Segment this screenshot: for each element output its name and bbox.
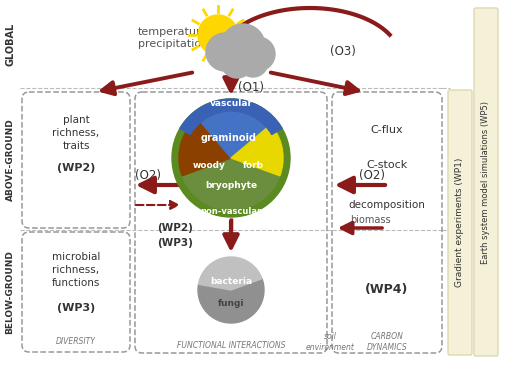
Text: graminoid: graminoid — [201, 133, 257, 143]
Text: non-vascular: non-vascular — [200, 207, 262, 216]
Text: C-stock: C-stock — [366, 160, 408, 170]
Circle shape — [206, 33, 244, 71]
Text: bacteria: bacteria — [210, 278, 252, 286]
Text: biomass: biomass — [350, 215, 390, 225]
Text: FUNCTIONAL INTERACTIONS: FUNCTIONAL INTERACTIONS — [177, 340, 285, 350]
Text: (WP3): (WP3) — [57, 303, 95, 313]
Text: (WP2): (WP2) — [57, 163, 95, 173]
Text: (WP2): (WP2) — [157, 223, 193, 233]
Text: decomposition: decomposition — [348, 200, 425, 210]
Text: microbial
richness,
functions: microbial richness, functions — [52, 252, 100, 288]
FancyBboxPatch shape — [474, 8, 498, 356]
Text: forb: forb — [243, 162, 263, 171]
Text: Gradient experiments (WP1): Gradient experiments (WP1) — [456, 158, 465, 286]
Polygon shape — [199, 257, 262, 290]
Circle shape — [238, 47, 268, 77]
Polygon shape — [198, 106, 271, 158]
Polygon shape — [198, 279, 264, 323]
Text: CARBON
DYNAMICS: CARBON DYNAMICS — [366, 332, 407, 352]
Text: BELOW-GROUND: BELOW-GROUND — [5, 250, 14, 334]
Text: Earth system model simulations (WP5): Earth system model simulations (WP5) — [482, 100, 491, 264]
Text: (O2): (O2) — [359, 168, 385, 182]
Text: C-flux: C-flux — [371, 125, 404, 135]
Text: fungi: fungi — [218, 300, 244, 309]
Text: (O1): (O1) — [238, 81, 264, 94]
Wedge shape — [180, 99, 282, 135]
Text: temperature
precipitation: temperature precipitation — [138, 27, 208, 49]
Circle shape — [221, 24, 265, 68]
Text: (O2): (O2) — [135, 168, 161, 182]
Text: soil
environment: soil environment — [305, 332, 354, 352]
Text: GLOBAL: GLOBAL — [5, 22, 15, 66]
FancyBboxPatch shape — [448, 90, 472, 355]
Circle shape — [198, 15, 238, 55]
Text: bryophyte: bryophyte — [205, 182, 257, 190]
Polygon shape — [231, 124, 283, 176]
Polygon shape — [182, 158, 280, 210]
Text: woody: woody — [193, 162, 226, 171]
Text: (O3): (O3) — [330, 45, 356, 58]
Polygon shape — [179, 118, 231, 176]
Text: (WP3): (WP3) — [157, 238, 193, 248]
Text: vascular: vascular — [210, 99, 253, 108]
Circle shape — [172, 99, 290, 217]
Text: (WP4): (WP4) — [365, 284, 409, 297]
Text: plant
richness,
traits: plant richness, traits — [53, 115, 100, 152]
Circle shape — [221, 46, 253, 78]
Circle shape — [241, 37, 275, 71]
Text: DIVERSITY: DIVERSITY — [56, 338, 96, 346]
Text: ABOVE-GROUND: ABOVE-GROUND — [5, 118, 14, 201]
